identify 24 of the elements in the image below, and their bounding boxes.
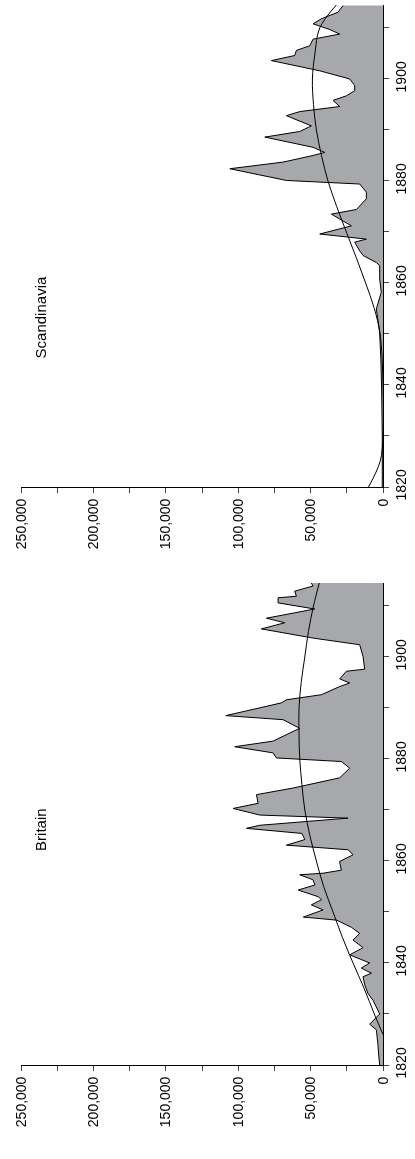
- y-tick-label: 1880: [392, 163, 409, 195]
- y-tick-label: 1820: [392, 469, 409, 501]
- x-tick-label: 150,000: [157, 498, 174, 550]
- x-tick-label: 200,000: [84, 1076, 101, 1128]
- x-tick-label: 250,000: [12, 1076, 29, 1128]
- x-tick-label: 100,000: [229, 498, 246, 550]
- x-tick-label: 150,000: [157, 1076, 174, 1128]
- y-tick-label: 1840: [392, 945, 409, 977]
- y-tick-label: 1900: [392, 61, 409, 93]
- x-tick-label: 200,000: [84, 498, 101, 550]
- y-tick-label: 1900: [392, 639, 409, 671]
- y-tick-label: 1820: [392, 1047, 409, 1079]
- y-tick-label: 1880: [392, 741, 409, 773]
- x-tick-label: 0: [374, 498, 391, 507]
- x-tick-label: 50,000: [302, 498, 319, 542]
- x-tick-label: 250,000: [12, 498, 29, 550]
- y-tick-label: 1860: [392, 843, 409, 875]
- x-tick-label: 0: [374, 1076, 391, 1085]
- y-tick-label: 1860: [392, 265, 409, 297]
- text: Britain: [32, 808, 50, 851]
- x-tick-label: 100,000: [229, 1076, 246, 1128]
- x-tick-label: 50,000: [302, 1076, 319, 1120]
- text: Scandinavia: [31, 276, 49, 359]
- y-tick-label: 1840: [392, 367, 409, 399]
